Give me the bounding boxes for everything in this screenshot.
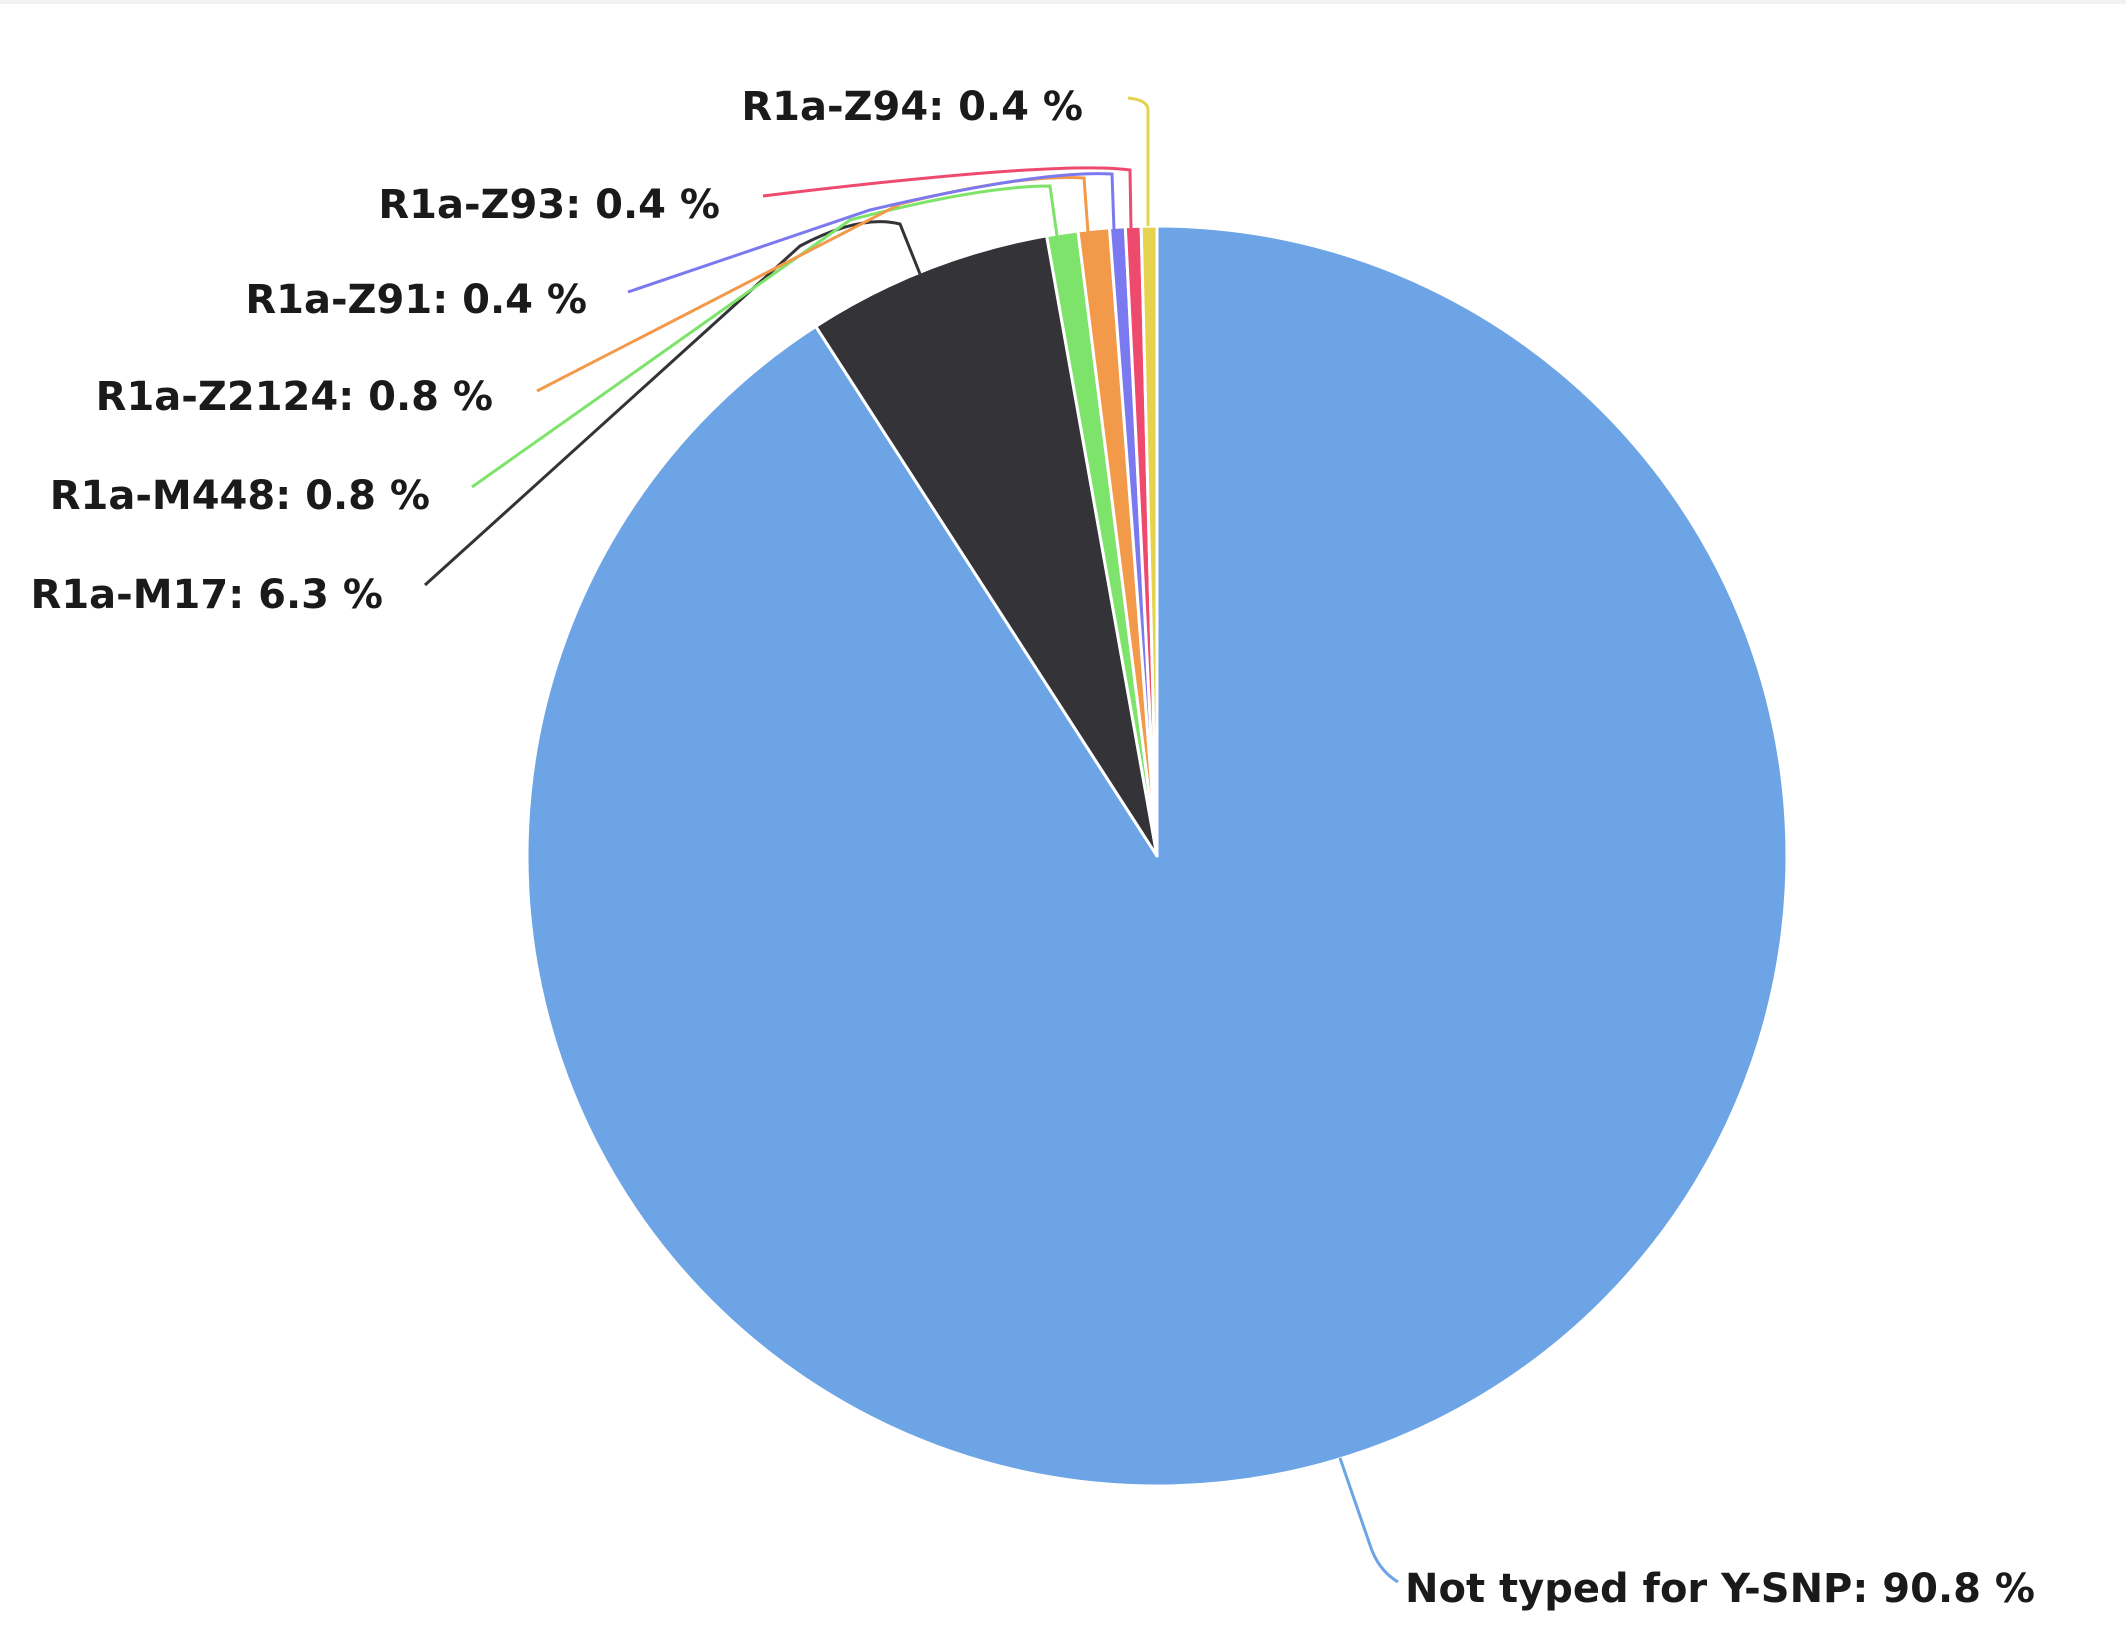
slice-labels: Not typed for Y-SNP: 90.8 % R1a-M17: 6.3… xyxy=(31,84,2035,1612)
connector-r1a-m448 xyxy=(471,184,1059,489)
pie-slices xyxy=(525,224,1789,1488)
slice-label-not-typed: Not typed for Y-SNP: 90.8 % xyxy=(1405,1566,2035,1612)
connector-not-typed-for-y-snp xyxy=(1338,1457,1399,1584)
top-border xyxy=(0,0,2126,4)
connector-r1a-z91 xyxy=(627,172,1116,294)
pie-slice-r1a-z94 xyxy=(1139,224,1159,858)
slice-label-r1a-z2124: R1a-Z2124: 0.8 % xyxy=(96,374,493,420)
slice-label-r1a-z93: R1a-Z93: 0.4 % xyxy=(378,182,720,228)
connector-r1a-z94 xyxy=(1127,96,1150,226)
connector-r1a-z93 xyxy=(762,166,1133,229)
slice-label-r1a-z94: R1a-Z94: 0.4 % xyxy=(741,84,1083,130)
label-connectors xyxy=(423,96,1399,1584)
slice-label-r1a-z91: R1a-Z91: 0.4 % xyxy=(245,277,587,323)
pie-slice-r1a-m17 xyxy=(814,234,1159,858)
slice-label-r1a-m17: R1a-M17: 6.3 % xyxy=(31,572,383,618)
slice-label-r1a-m448: R1a-M448: 0.8 % xyxy=(50,473,430,519)
connector-r1a-m17 xyxy=(423,220,922,587)
